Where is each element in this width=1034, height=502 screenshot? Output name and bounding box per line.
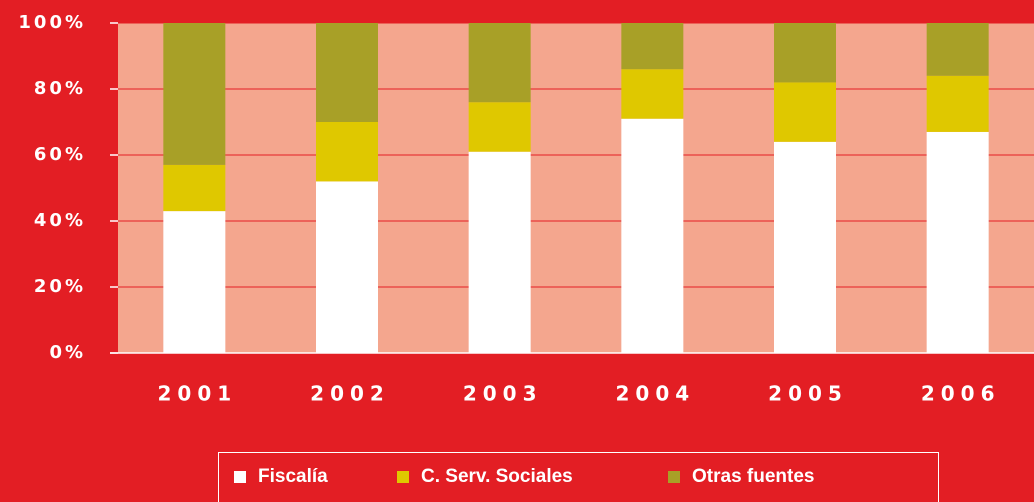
plot-area [118,23,1034,353]
bar-segment [621,69,684,119]
bar-segment [316,122,378,182]
x-tick-label: 2001 [157,382,237,406]
bar-segment [163,23,226,165]
y-tick-label: 80% [34,78,86,99]
y-tick-label: 0% [49,342,86,363]
bar-segment [316,181,378,353]
bar-segment [468,102,531,152]
legend-box [218,452,939,502]
legend-swatch [397,471,409,483]
bar-segment [774,23,836,83]
bar-segment [468,151,531,353]
bar-segment [774,141,836,353]
legend-swatch [668,471,680,483]
bar-segment [621,23,684,70]
bar-segment [163,211,226,353]
x-tick-label: 2003 [463,382,543,406]
legend-swatch [234,471,246,483]
y-tick-label: 20% [34,276,86,297]
bar-segment [468,23,531,103]
y-tick-label: 100% [18,12,86,33]
bar-segment [774,82,836,142]
x-tick-label: 2005 [768,382,848,406]
bar-segment [926,23,989,76]
bar-segment [926,75,989,132]
bar-segment [926,131,989,353]
bar-segment [621,118,684,353]
x-tick-label: 2004 [615,382,695,406]
y-tick-label: 60% [34,144,86,165]
y-tick-label: 40% [34,210,86,231]
bar-segment [163,164,226,212]
x-tick-label: 2006 [921,382,1001,406]
legend-label: Otras fuentes [692,466,814,487]
legend-label: C. Serv. Sociales [421,466,573,487]
legend-label: Fiscalía [258,466,328,487]
bar-segment [316,23,378,122]
x-tick-label: 2002 [310,382,390,406]
